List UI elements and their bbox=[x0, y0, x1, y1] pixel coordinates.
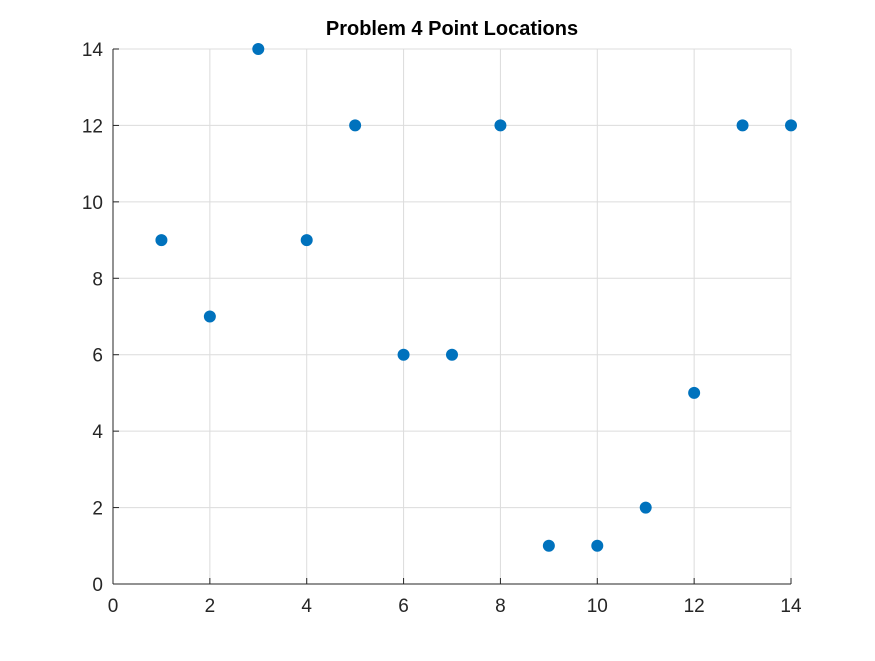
x-tick-label: 0 bbox=[108, 596, 119, 617]
data-point bbox=[639, 501, 652, 514]
x-tick-label: 2 bbox=[205, 596, 216, 617]
x-tick-label: 14 bbox=[780, 596, 802, 617]
x-tick-label: 4 bbox=[301, 596, 312, 617]
axes bbox=[112, 49, 791, 585]
y-tick-label: 8 bbox=[92, 269, 103, 290]
data-point bbox=[252, 43, 265, 55]
data-point bbox=[688, 386, 701, 399]
data-point bbox=[494, 119, 507, 132]
y-tick-label: 6 bbox=[92, 346, 103, 367]
x-tick-label: 12 bbox=[684, 596, 705, 617]
x-tick-label: 6 bbox=[398, 596, 409, 617]
data-point bbox=[736, 119, 749, 132]
x-tick-label: 8 bbox=[495, 596, 506, 617]
y-tick-label: 10 bbox=[82, 193, 103, 214]
y-tick-label: 2 bbox=[92, 499, 103, 520]
y-tick-label: 4 bbox=[92, 422, 103, 443]
data-point bbox=[155, 234, 168, 247]
data-point bbox=[446, 348, 458, 361]
data-point bbox=[300, 234, 313, 247]
x-axis-ticks: 0 2 4 6 8 10 12 14 bbox=[108, 578, 802, 617]
grid-lines bbox=[112, 48, 792, 585]
data-point bbox=[542, 539, 555, 552]
data-point bbox=[591, 539, 604, 552]
data-points bbox=[155, 43, 797, 552]
chart-title: Problem 4 Point Locations bbox=[325, 18, 579, 40]
data-point bbox=[203, 310, 216, 323]
y-tick-label: 14 bbox=[82, 40, 104, 61]
data-point bbox=[349, 119, 362, 132]
y-tick-label: 12 bbox=[82, 116, 103, 137]
y-tick-label: 0 bbox=[92, 575, 103, 596]
y-axis-ticks: 0 2 4 6 8 10 12 14 bbox=[82, 40, 119, 596]
x-tick-label: 10 bbox=[587, 596, 608, 617]
data-point bbox=[785, 119, 797, 132]
data-point bbox=[397, 348, 410, 361]
